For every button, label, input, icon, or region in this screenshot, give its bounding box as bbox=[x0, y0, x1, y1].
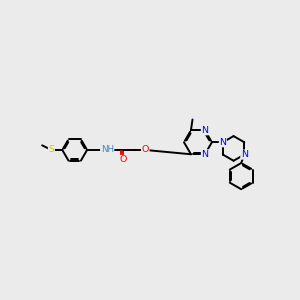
Text: S: S bbox=[49, 146, 55, 154]
Text: O: O bbox=[142, 146, 149, 154]
Text: N: N bbox=[219, 138, 226, 147]
Text: N: N bbox=[201, 150, 208, 159]
Text: O: O bbox=[119, 155, 126, 164]
Text: NH: NH bbox=[101, 146, 114, 154]
Text: N: N bbox=[241, 150, 248, 159]
Text: N: N bbox=[201, 126, 208, 135]
